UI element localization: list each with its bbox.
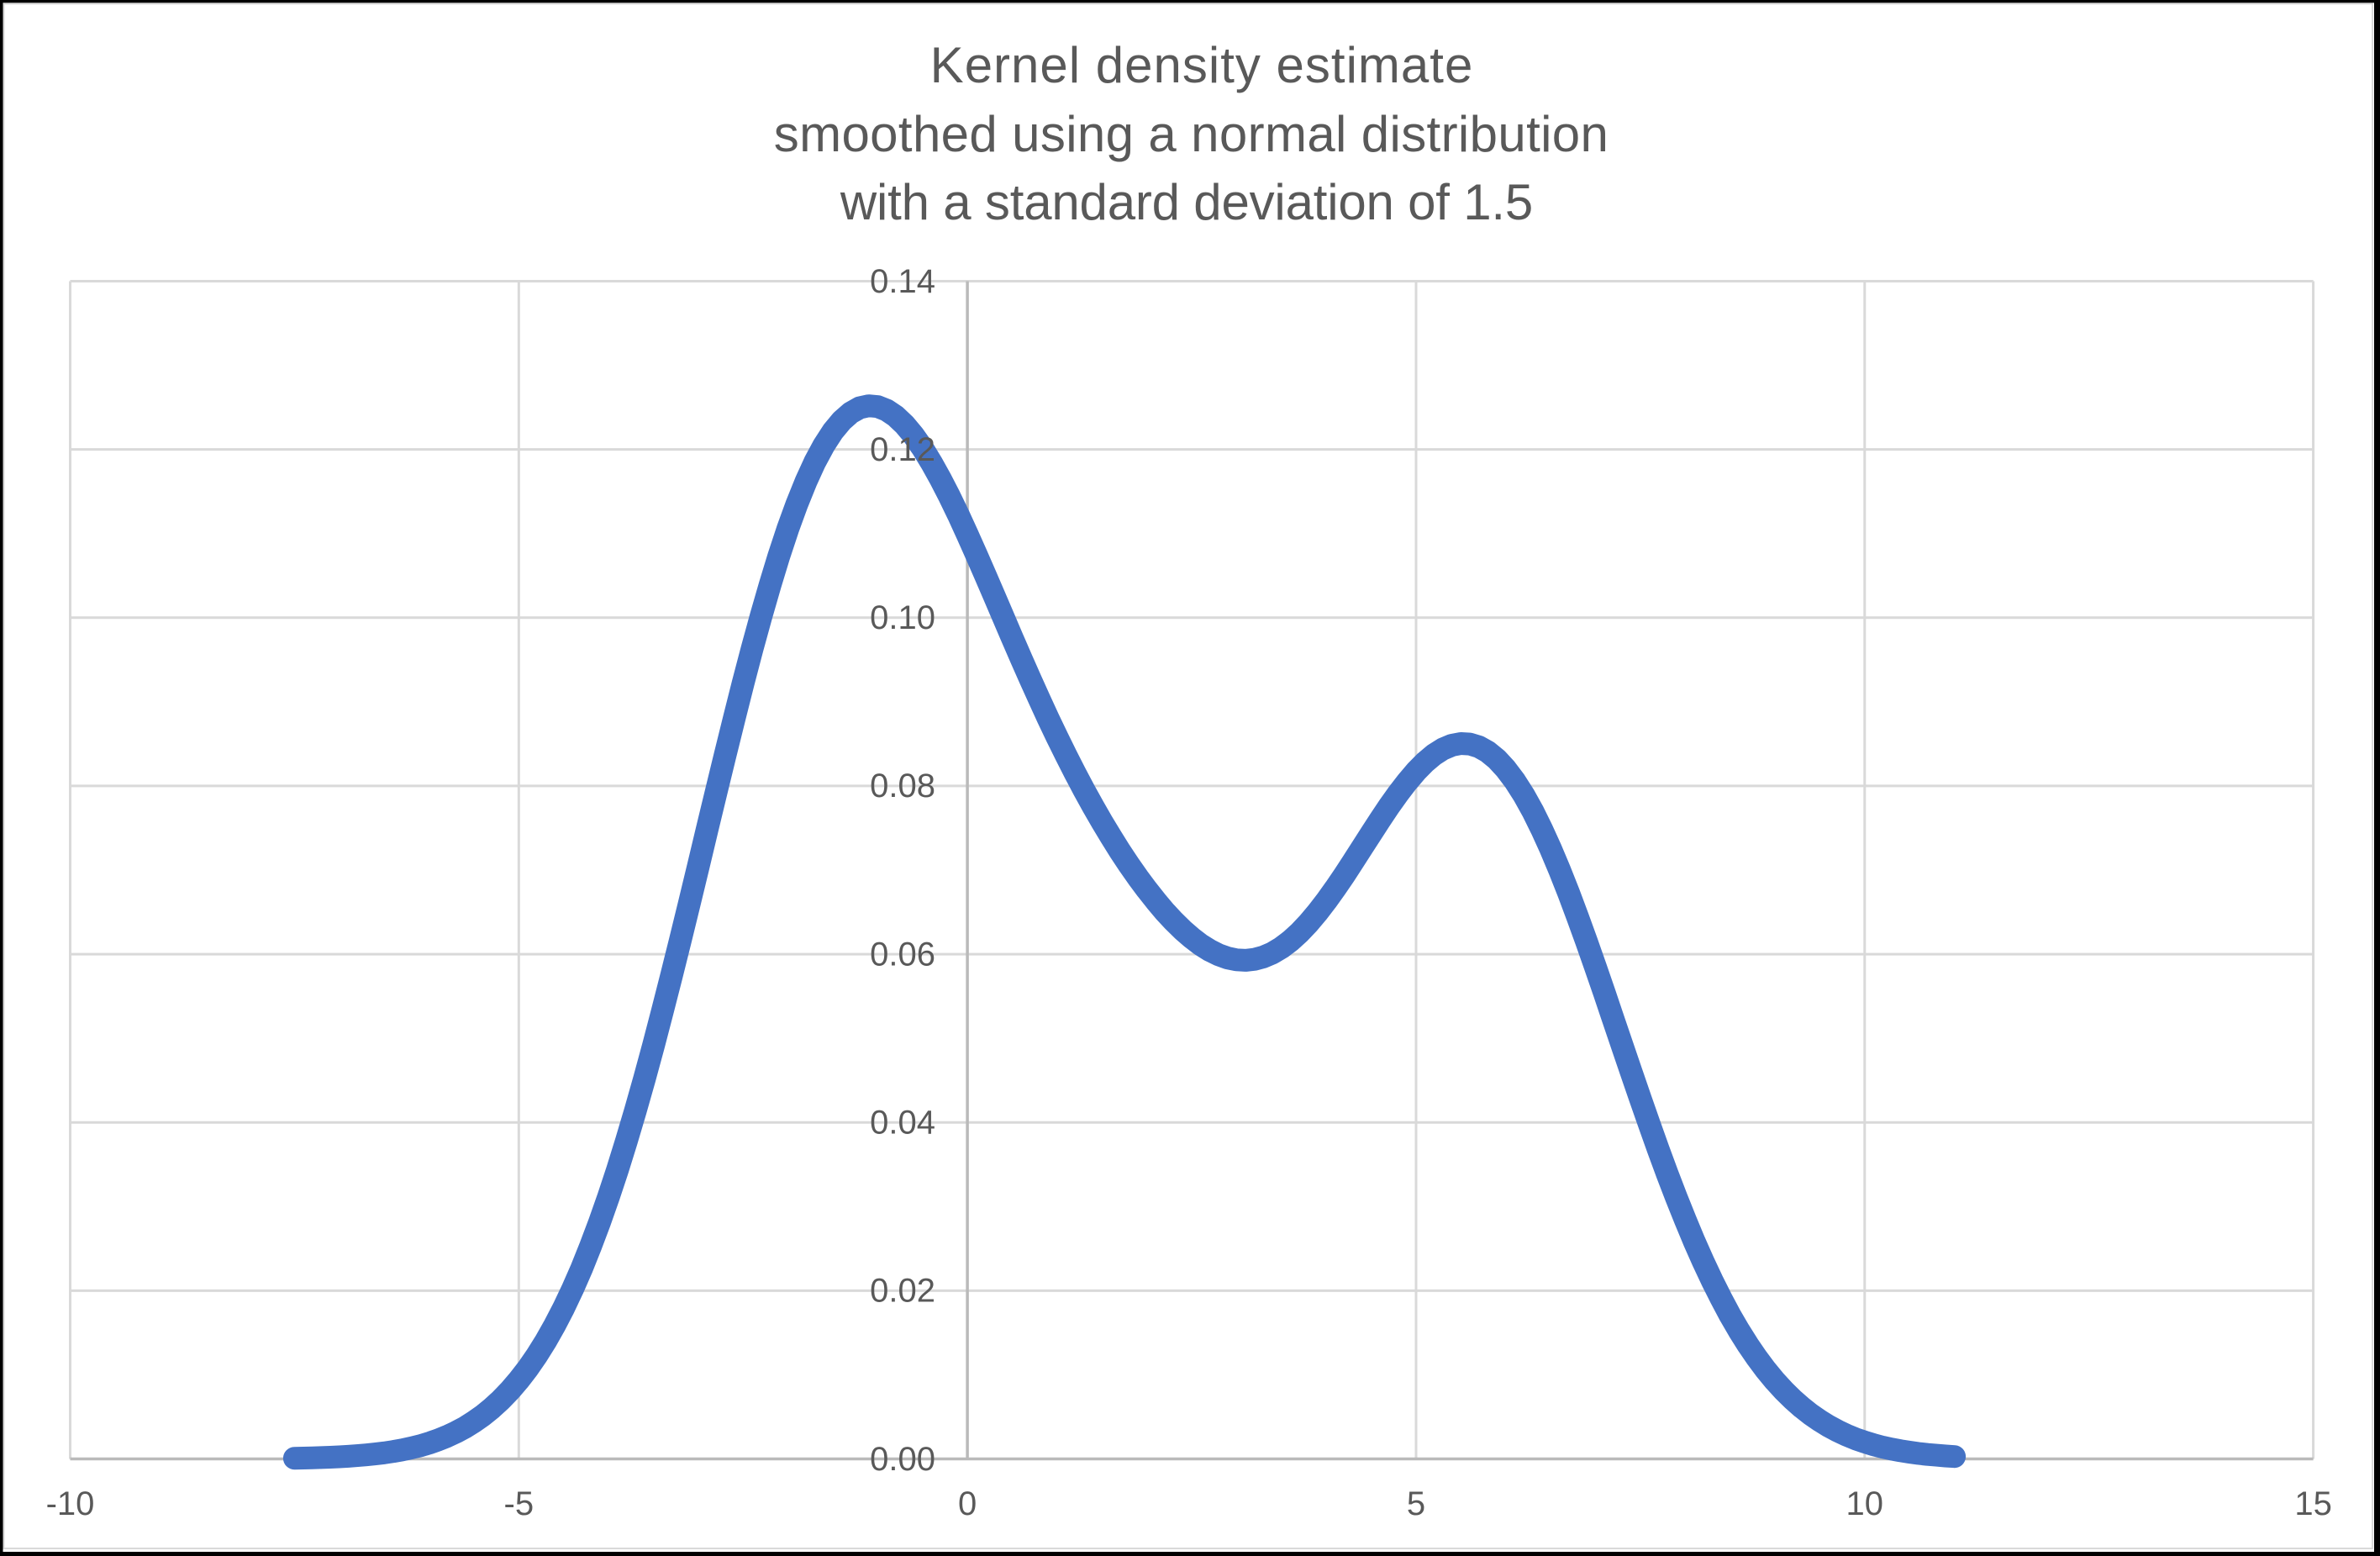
svg-text:0.14: 0.14	[870, 263, 935, 300]
svg-text:Kernel density estimate: Kernel density estimate	[930, 37, 1474, 93]
svg-text:0.10: 0.10	[870, 599, 935, 636]
svg-text:0.06: 0.06	[870, 936, 935, 973]
svg-text:0.00: 0.00	[870, 1441, 935, 1478]
svg-text:15: 15	[2294, 1485, 2332, 1522]
svg-text:10: 10	[1846, 1485, 1884, 1522]
svg-text:0.12: 0.12	[870, 431, 935, 468]
svg-text:smoothed using a normal distri: smoothed using a normal distribution	[774, 106, 1609, 162]
svg-text:5: 5	[1407, 1485, 1425, 1522]
svg-text:0: 0	[958, 1485, 977, 1522]
svg-text:-5: -5	[504, 1485, 534, 1522]
svg-text:-10: -10	[46, 1485, 95, 1522]
svg-text:with a standard deviation of 1: with a standard deviation of 1.5	[840, 174, 1533, 230]
svg-text:0.02: 0.02	[870, 1273, 935, 1310]
svg-text:0.08: 0.08	[870, 767, 935, 804]
svg-text:0.04: 0.04	[870, 1105, 935, 1142]
